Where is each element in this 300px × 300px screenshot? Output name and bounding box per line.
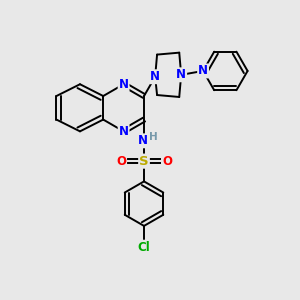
Text: H: H: [149, 132, 158, 142]
Text: O: O: [116, 154, 126, 168]
Text: S: S: [139, 154, 149, 168]
Text: N: N: [198, 64, 208, 77]
Text: N: N: [118, 78, 129, 91]
Text: Cl: Cl: [138, 241, 150, 254]
Text: O: O: [162, 154, 172, 168]
Text: N: N: [118, 125, 129, 138]
Text: N: N: [137, 134, 147, 147]
Text: N: N: [150, 70, 160, 83]
Text: N: N: [176, 68, 186, 81]
